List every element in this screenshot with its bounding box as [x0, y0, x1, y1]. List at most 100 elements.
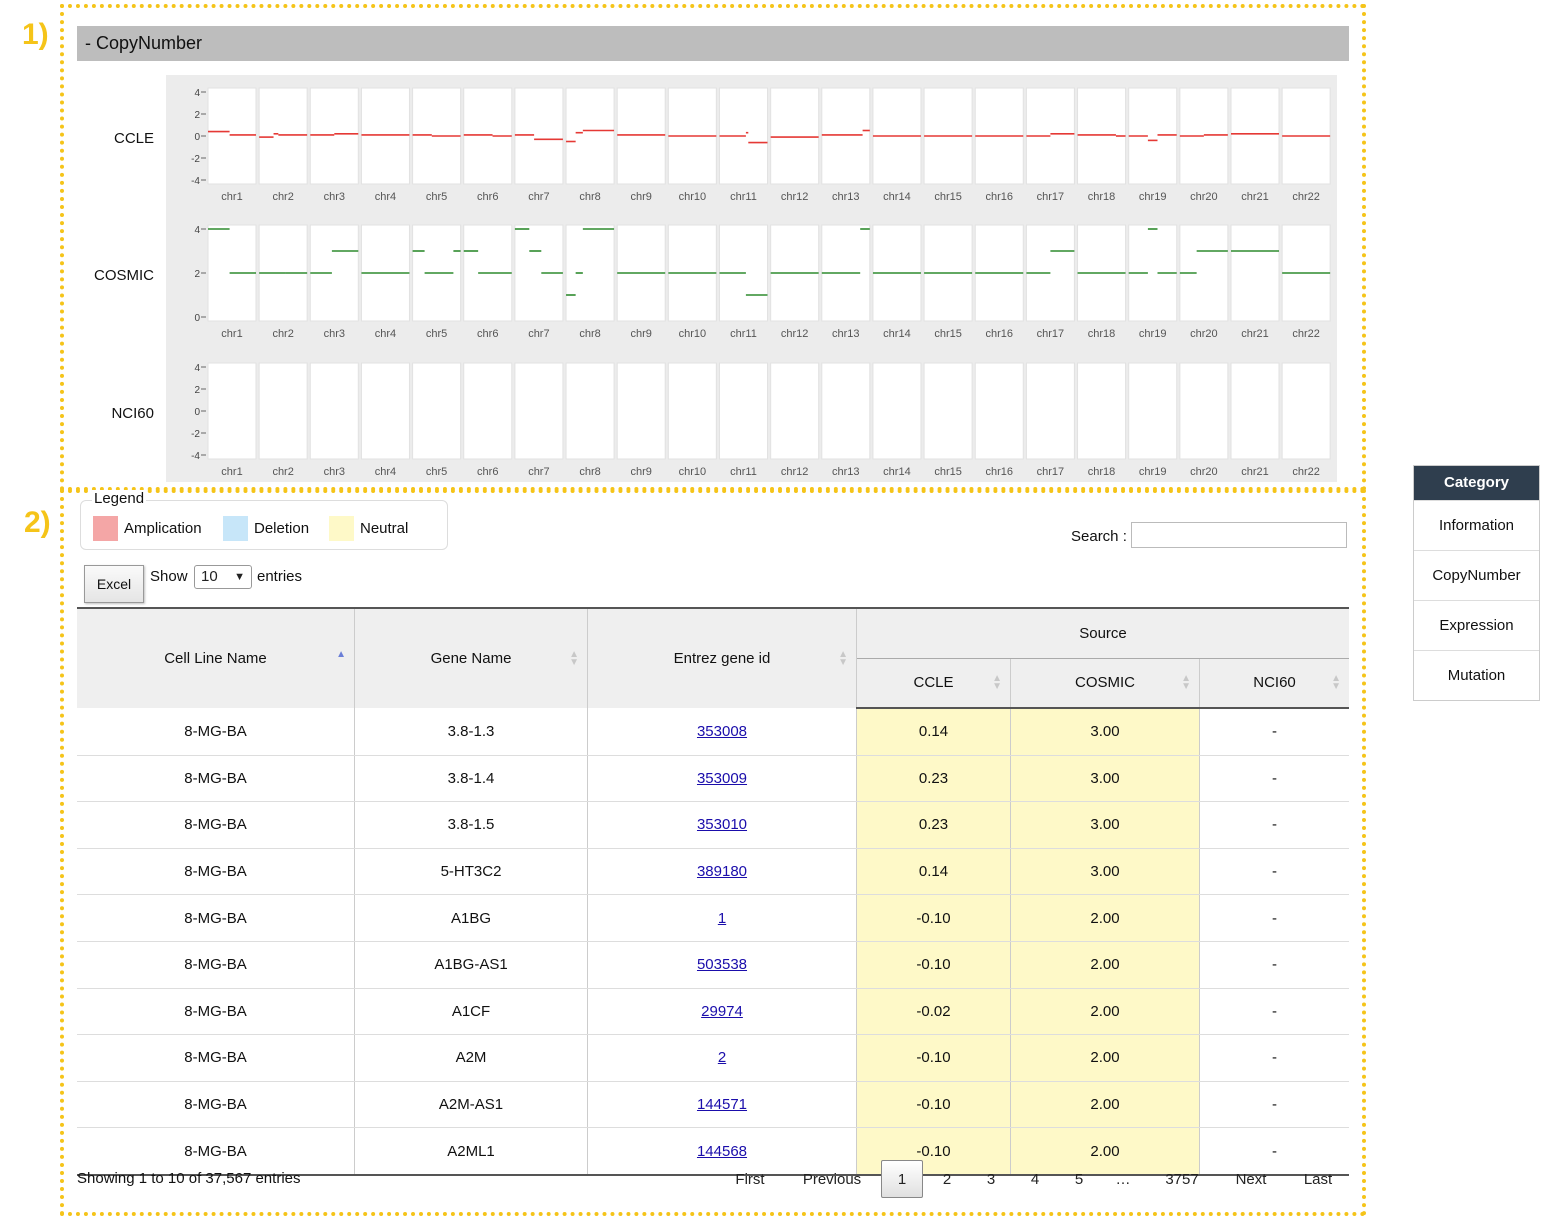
- chromosome-panel: [565, 224, 615, 322]
- chromosome-panel: [463, 362, 513, 460]
- chromosome-label: chr7: [528, 328, 549, 340]
- chromosome-label: chr16: [985, 466, 1013, 478]
- chromosome-label: chr15: [934, 191, 962, 203]
- entrez-link[interactable]: 389180: [696, 863, 748, 881]
- cell-ccle: 0.23: [856, 801, 1011, 849]
- cell-cell_line: 8-MG-BA: [77, 801, 355, 849]
- page-size-value: 10: [201, 568, 218, 585]
- page-size-select[interactable]: 10 ▼: [194, 565, 252, 589]
- table-row: 8-MG-BA A1BG-AS1 503538 -0.10 2.00-: [77, 941, 1349, 989]
- cell-cosmic: 2.00: [1010, 894, 1200, 942]
- search-input[interactable]: [1131, 522, 1347, 548]
- copynumber-section-header[interactable]: - CopyNumber: [77, 26, 1349, 61]
- pagination-page-last-number[interactable]: 3757: [1165, 1170, 1199, 1188]
- cell-cosmic: 2.00: [1010, 988, 1200, 1036]
- sort-icon: ▲ ▼: [1331, 672, 1341, 692]
- entries-label: entries: [257, 568, 303, 585]
- chromosome-label: chr14: [883, 466, 911, 478]
- cell-cell_line: 8-MG-BA: [77, 894, 355, 942]
- sort-icon: ▲ ▼: [992, 672, 1002, 692]
- entrez-link[interactable]: 353008: [696, 722, 748, 740]
- entrez-link[interactable]: 503538: [696, 956, 748, 974]
- chromosome-label: chr13: [832, 466, 860, 478]
- sort-icon: ▲ ▼: [569, 648, 579, 668]
- cell-cell_line: 8-MG-BA: [77, 1127, 355, 1176]
- chromosome-panel: [360, 87, 410, 185]
- y-tick-label: 2: [194, 385, 200, 396]
- cell-nci60: -: [1199, 708, 1349, 756]
- cell-nci60: -: [1199, 801, 1349, 849]
- chromosome-label: chr16: [985, 191, 1013, 203]
- cell-cell_line: 8-MG-BA: [77, 755, 355, 803]
- entrez-link[interactable]: 353010: [696, 816, 748, 834]
- chromosome-label: chr3: [324, 466, 345, 478]
- col-group-label: Source: [1079, 624, 1127, 642]
- pagination-previous[interactable]: Previous: [802, 1170, 862, 1188]
- chromosome-panel: [1230, 87, 1280, 185]
- legend-item-amplication: Amplication: [93, 516, 202, 541]
- cell-cosmic: 2.00: [1010, 1081, 1200, 1129]
- chromosome-panel: [923, 362, 973, 460]
- entrez-link[interactable]: 29974: [701, 1002, 743, 1020]
- chromosome-panel: [616, 362, 666, 460]
- chromosome-panel: [207, 362, 257, 460]
- show-label: Show: [150, 568, 188, 585]
- cell-ccle: -0.10: [856, 1034, 1011, 1082]
- pagination-page-5[interactable]: 5: [1074, 1170, 1084, 1188]
- entrez-link[interactable]: 2: [717, 1049, 727, 1067]
- category-title: Category: [1414, 466, 1539, 500]
- col-header-label: COSMIC: [1075, 674, 1135, 692]
- chromosome-label: chr20: [1190, 466, 1218, 478]
- pagination-page-3[interactable]: 3: [986, 1170, 996, 1188]
- chromosome-panel: [1128, 362, 1178, 460]
- category-item-mutation[interactable]: Mutation: [1414, 650, 1539, 700]
- cell-cell_line: 8-MG-BA: [77, 988, 355, 1036]
- col-header-cell-line[interactable]: Cell Line Name ▲: [77, 607, 355, 708]
- chromosome-label: chr9: [630, 466, 651, 478]
- cell-nci60: -: [1199, 755, 1349, 803]
- y-tick-label: -2: [191, 429, 200, 440]
- category-item-information[interactable]: Information: [1414, 500, 1539, 550]
- col-header-nci60[interactable]: NCI60 ▲ ▼: [1199, 658, 1349, 709]
- col-header-cosmic[interactable]: COSMIC ▲ ▼: [1010, 658, 1200, 709]
- chromosome-label: chr17: [1037, 328, 1065, 340]
- chromosome-label: chr14: [883, 191, 911, 203]
- col-header-entrez-id[interactable]: Entrez gene id ▲ ▼: [587, 607, 857, 708]
- cell-nci60: -: [1199, 1081, 1349, 1129]
- cell-cell_line: 8-MG-BA: [77, 708, 355, 756]
- entrez-link[interactable]: 144568: [696, 1142, 748, 1160]
- cell-entrez: 144568: [587, 1127, 857, 1176]
- entrez-link[interactable]: 1: [717, 909, 727, 927]
- pagination-last[interactable]: Last: [1303, 1170, 1333, 1188]
- pagination-page-2[interactable]: 2: [942, 1170, 952, 1188]
- chromosome-label: chr5: [426, 466, 447, 478]
- pagination-page-1[interactable]: 1: [881, 1160, 923, 1198]
- entrez-link[interactable]: 353009: [696, 769, 748, 787]
- category-item-expression[interactable]: Expression: [1414, 600, 1539, 650]
- annotation-2: 2): [24, 506, 51, 539]
- col-header-ccle[interactable]: CCLE ▲ ▼: [856, 658, 1011, 709]
- chromosome-label: chr3: [324, 191, 345, 203]
- table-row: 8-MG-BA A2M-AS1 144571 -0.10 2.00-: [77, 1081, 1349, 1129]
- chromosome-panel: [412, 362, 462, 460]
- cell-entrez: 144571: [587, 1081, 857, 1129]
- pagination-first[interactable]: First: [735, 1170, 765, 1188]
- table-row: 8-MG-BA A1CF 29974 -0.02 2.00-: [77, 988, 1349, 1036]
- pagination-page-4[interactable]: 4: [1030, 1170, 1040, 1188]
- col-header-label: Entrez gene id: [673, 650, 771, 667]
- pagination-ellipsis: …: [1115, 1170, 1131, 1188]
- chromosome-label: chr8: [579, 191, 600, 203]
- chromosome-label: chr6: [477, 328, 498, 340]
- col-header-gene-name[interactable]: Gene Name ▲ ▼: [354, 607, 588, 708]
- entrez-link[interactable]: 144571: [696, 1096, 748, 1114]
- cell-nci60: -: [1199, 894, 1349, 942]
- table-info: Showing 1 to 10 of 37,567 entries: [77, 1170, 301, 1187]
- chromosome-label: chr18: [1088, 328, 1116, 340]
- category-item-copynumber[interactable]: CopyNumber: [1414, 550, 1539, 600]
- chromosome-panel: [514, 362, 564, 460]
- chevron-down-icon: ▼: [234, 571, 245, 583]
- excel-export-button[interactable]: Excel: [84, 565, 144, 603]
- cell-gene: A2M: [354, 1034, 588, 1082]
- pagination-next[interactable]: Next: [1235, 1170, 1267, 1188]
- chromosome-label: chr1: [221, 191, 242, 203]
